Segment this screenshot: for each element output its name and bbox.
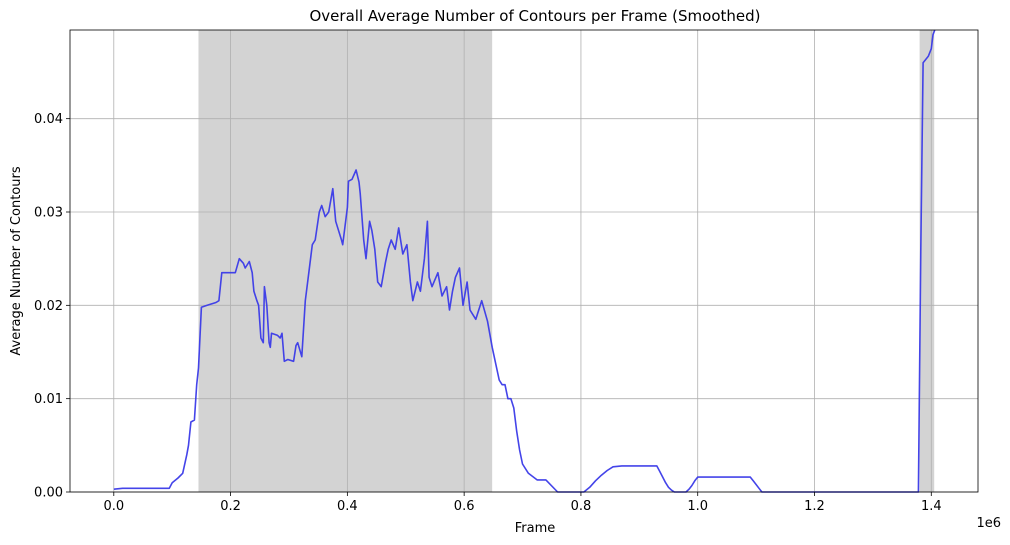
chart-title: Overall Average Number of Contours per F… xyxy=(310,7,761,25)
plot-area-frame xyxy=(69,29,979,493)
y-tick-label-0: 0.00 xyxy=(34,486,63,501)
x-tick-label-6: 1.2 xyxy=(804,499,825,514)
x-axis-ticks: 0.0 0.2 0.4 0.6 0.8 1.0 1.2 1.4 xyxy=(103,492,942,514)
y-tick-label-3: 0.03 xyxy=(34,206,63,221)
shaded-region-0 xyxy=(198,30,493,492)
x-tick-label-0: 0.0 xyxy=(103,499,124,514)
x-tick-label-5: 1.0 xyxy=(687,499,708,514)
x-tick-label-4: 0.8 xyxy=(571,499,592,514)
y-tick-label-2: 0.02 xyxy=(34,299,63,314)
shaded-region-1 xyxy=(919,30,935,492)
y-tick-label-4: 0.04 xyxy=(34,112,63,127)
series-line-0 xyxy=(113,29,936,493)
shaded-regions xyxy=(198,30,935,492)
x-tick-label-7: 1.4 xyxy=(921,499,942,514)
y-axis-label: Average Number of Contours xyxy=(9,166,24,355)
x-tick-label-3: 0.6 xyxy=(454,499,475,514)
series-line-layer xyxy=(113,29,936,493)
y-tick-label-1: 0.01 xyxy=(34,392,63,407)
x-tick-label-2: 0.4 xyxy=(337,499,358,514)
x-axis-label: Frame xyxy=(515,521,556,536)
x-axis-offset-label: 1e6 xyxy=(976,516,1001,531)
y-axis-ticks: 0.00 0.01 0.02 0.03 0.04 xyxy=(34,112,70,501)
x-tick-label-1: 0.2 xyxy=(220,499,241,514)
